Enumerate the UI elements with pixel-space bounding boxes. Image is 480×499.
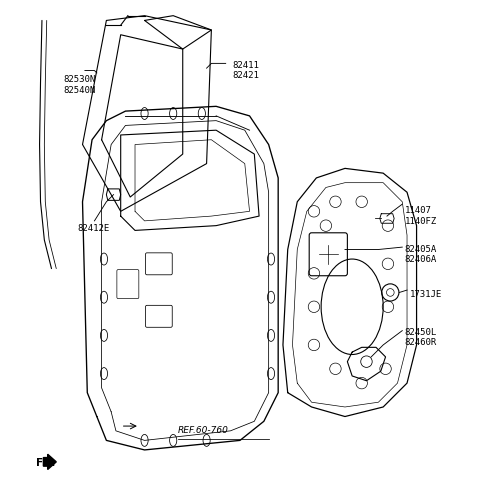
Text: 82530N
82540N: 82530N 82540N bbox=[63, 75, 96, 94]
FancyArrow shape bbox=[43, 454, 56, 470]
Text: FR.: FR. bbox=[36, 458, 55, 468]
Text: 82450L
82460R: 82450L 82460R bbox=[405, 328, 437, 347]
Text: 82411
82421: 82411 82421 bbox=[233, 61, 260, 80]
Text: 82405A
82406A: 82405A 82406A bbox=[405, 245, 437, 264]
Text: REF.60-760: REF.60-760 bbox=[178, 426, 229, 435]
Text: 11407
1140FZ: 11407 1140FZ bbox=[405, 207, 437, 226]
Text: 1731JE: 1731JE bbox=[409, 290, 442, 299]
Text: 82412E: 82412E bbox=[78, 224, 110, 233]
